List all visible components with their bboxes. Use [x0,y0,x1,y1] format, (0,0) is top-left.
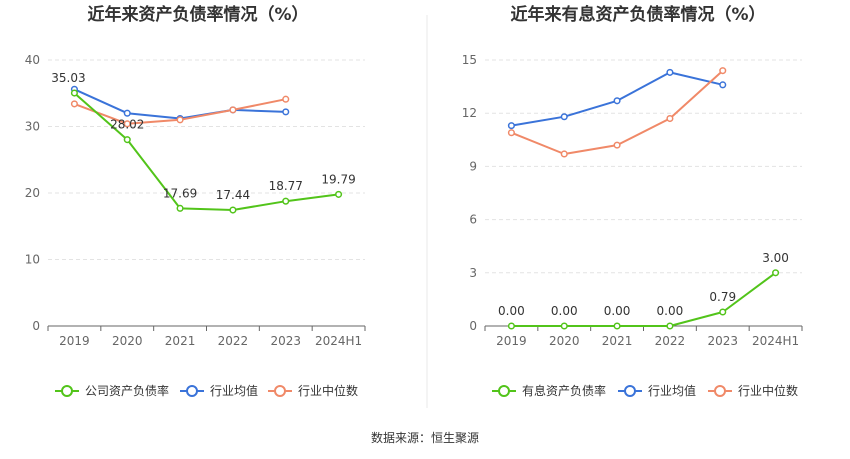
source-note: 数据来源：恒生聚源 [371,430,479,445]
y-tick-label: 15 [462,53,477,67]
x-tick-label: 2021 [602,334,633,348]
y-tick-label: 3 [469,266,477,280]
y-tick-label: 30 [25,120,40,134]
legend-swatch-marker [624,385,636,397]
series-1-point [176,204,184,212]
series-2-line [73,88,286,120]
series-2-point [719,81,727,89]
x-tick-label: 2023 [270,334,301,348]
data-label: 19.79 [321,172,355,186]
data-label: 17.44 [216,188,250,202]
legend-swatch-marker [61,385,73,397]
legend-label: 行业均值 [210,383,258,398]
chart-title: 近年来资产负债率情况（%） [87,4,308,25]
y-tick-label: 9 [469,159,477,173]
series-2-point [666,68,674,76]
series-3-point [282,95,290,103]
data-label: 18.77 [269,179,303,193]
legend-item: 行业均值 [618,383,696,398]
legend-label: 行业中位数 [298,383,358,398]
series-1-point [123,136,131,144]
series-3-point [719,67,727,75]
y-tick-label: 10 [25,253,40,267]
series-1-point [613,322,621,330]
data-label: 0.00 [498,304,525,318]
legend-item: 行业均值 [180,383,258,398]
y-tick-label: 40 [25,53,40,67]
legend-swatch-marker [714,385,726,397]
series-3-point [560,150,568,158]
data-label: 28.02 [110,118,144,132]
x-tick-label: 2024H1 [752,334,799,348]
series-1-point [666,322,674,330]
series-2-point [282,108,290,116]
chart-title: 近年来有息资产负债率情况（%） [510,4,765,25]
x-tick-label: 2020 [549,334,580,348]
legend-item: 行业中位数 [708,383,798,398]
data-label: 0.00 [604,304,631,318]
legend-item: 行业中位数 [268,383,358,398]
legend-label: 有息资产负债率 [522,383,606,398]
chart-panel-2: 近年来有息资产负债率情况（%） 0 3 6 9 12 15 2019 2020 2021 2022 2… [462,4,803,398]
series-2-point [613,97,621,105]
series-3-point [229,106,237,114]
series-2-point [507,122,515,130]
legend-label: 行业中位数 [738,383,798,398]
x-tick-label: 2023 [707,334,738,348]
legend-item: 公司资产负债率 [55,383,169,398]
x-tick-label: 2019 [59,334,90,348]
series-1-point [229,206,237,214]
data-label: 3.00 [762,251,789,265]
legend-item: 有息资产负债率 [492,383,606,398]
legend-label: 行业均值 [648,383,696,398]
legend-label: 公司资产负债率 [85,383,169,398]
series-2-point [123,109,131,117]
data-label: 0.79 [709,290,736,304]
x-tick-label: 2022 [655,334,686,348]
series-1-point [560,322,568,330]
series-1-line [73,92,339,211]
x-tick-label: 2019 [496,334,527,348]
series-1-point [70,89,78,97]
series-1-point [335,190,343,198]
data-label: 17.69 [163,186,197,200]
chart-panel-1: 近年来资产负债率情况（%） 0 10 20 30 40 2019 2020 2021 2022 20… [25,4,366,398]
data-label: 0.00 [657,304,684,318]
legend-swatch-marker [274,385,286,397]
data-label: 35.03 [51,71,85,85]
series-1-point [772,269,780,277]
y-tick-label: 0 [32,319,40,333]
series-1-point [282,197,290,205]
series-2-point [560,113,568,121]
y-tick-label: 12 [462,106,477,120]
series-3-point [666,114,674,123]
series-3-point [176,116,184,124]
series-3-line [511,69,724,155]
series-3-point [613,141,621,149]
legend-swatch-marker [498,385,510,397]
series-1-line [511,271,777,327]
legend-swatch-marker [186,385,198,397]
y-tick-label: 0 [469,319,477,333]
x-tick-label: 2022 [218,334,249,348]
y-tick-label: 20 [25,186,40,200]
x-tick-label: 2021 [165,334,196,348]
series-3-point [507,129,515,137]
data-label: 0.00 [551,304,578,318]
x-tick-label: 2024H1 [315,334,362,348]
y-tick-label: 6 [469,213,477,227]
x-tick-label: 2020 [112,334,143,348]
series-1-point [507,322,515,330]
series-3-point [70,100,78,108]
series-3-point [123,120,131,128]
series-1-point [719,308,727,316]
